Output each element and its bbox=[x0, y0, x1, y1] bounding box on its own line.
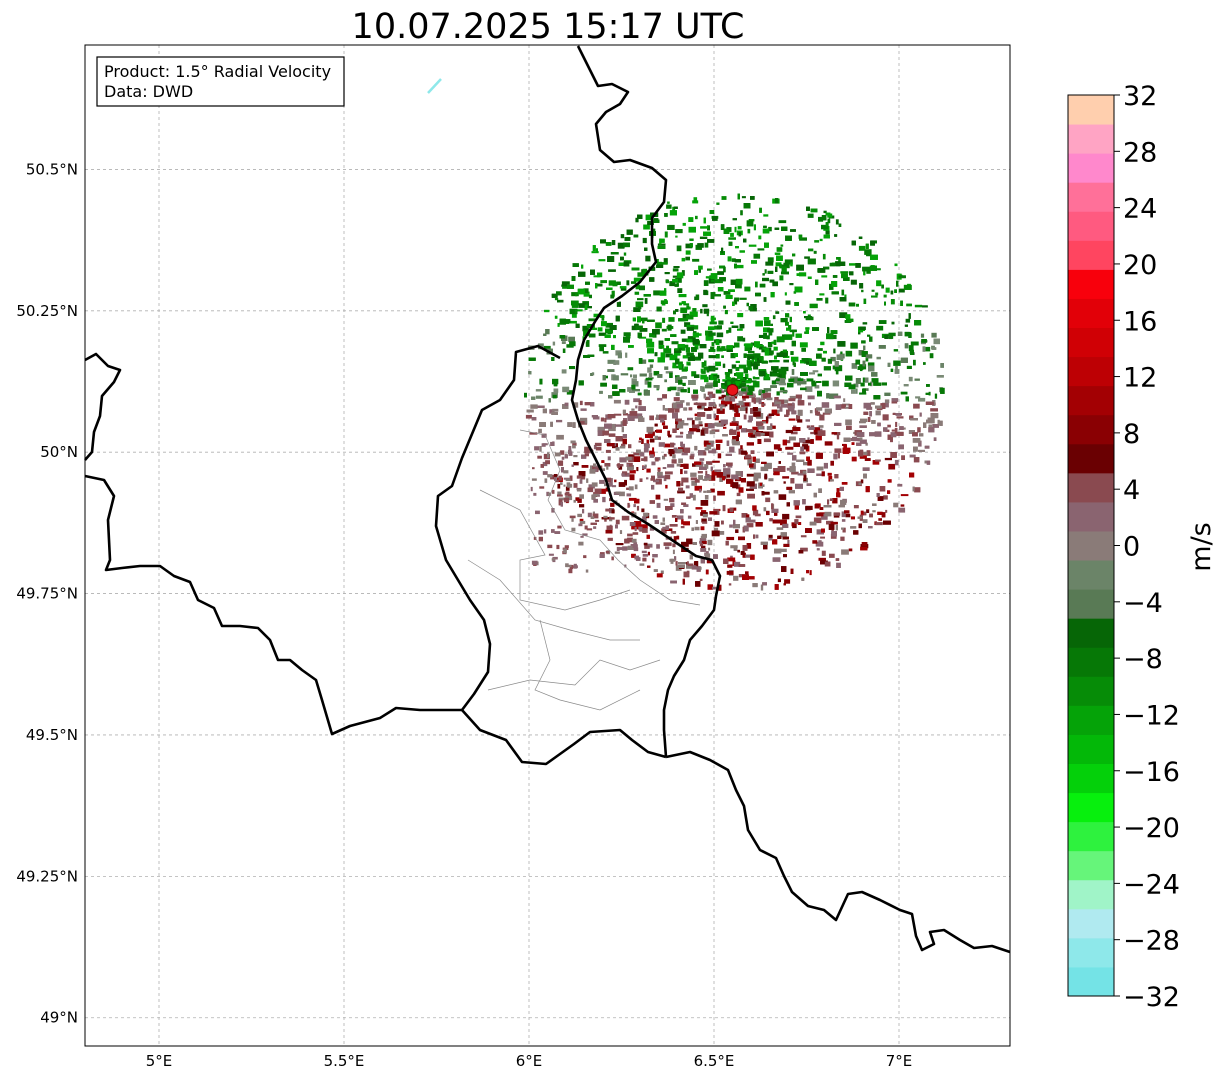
colorbar-segment bbox=[1068, 589, 1114, 619]
map-frame bbox=[84, 44, 1011, 1047]
colorbar-tick-label: 28 bbox=[1123, 137, 1157, 168]
lat-tick-label: 49.5°N bbox=[26, 726, 78, 744]
colorbar-segment bbox=[1068, 298, 1114, 329]
lat-tick-label: 50°N bbox=[40, 443, 78, 461]
colorbar-tick-label: −20 bbox=[1123, 813, 1180, 844]
colorbar-segment bbox=[1068, 95, 1114, 125]
colorbar-segment bbox=[1068, 356, 1114, 387]
colorbar-segment bbox=[1068, 821, 1114, 852]
colorbar-tick-label: −4 bbox=[1123, 588, 1163, 619]
colorbar-segment bbox=[1068, 966, 1114, 997]
colorbar-segment bbox=[1068, 618, 1114, 648]
colorbar-tick-label: −12 bbox=[1123, 700, 1180, 731]
info-product-text: Product: 1.5° Radial Velocity bbox=[104, 62, 331, 81]
colorbar-label: m/s bbox=[1186, 522, 1217, 571]
colorbar-segment bbox=[1068, 530, 1114, 561]
radar-site-marker bbox=[726, 383, 739, 396]
colorbar-tick-label: −8 bbox=[1123, 644, 1163, 675]
colorbar-tick-label: 0 bbox=[1123, 532, 1140, 563]
luxembourg-canton-borders bbox=[467, 429, 701, 711]
lat-tick-label: 49.75°N bbox=[16, 585, 78, 603]
colorbar-segment bbox=[1068, 937, 1114, 968]
colorbar-segment bbox=[1068, 124, 1114, 154]
info-box-frame bbox=[96, 56, 345, 107]
longitude-tick-labels: 5°E 5.5°E 6°E 6.5°E 7°E bbox=[146, 1052, 913, 1070]
info-data-text: Data: DWD bbox=[104, 82, 193, 101]
colorbar-tick-label: 8 bbox=[1123, 419, 1140, 450]
germany-france-border bbox=[665, 750, 1011, 954]
colorbar-tick-label: −16 bbox=[1123, 757, 1180, 788]
colorbar-tick-label: 20 bbox=[1123, 250, 1157, 281]
lon-tick-label: 6.5°E bbox=[694, 1052, 735, 1070]
lon-tick-label: 5°E bbox=[146, 1052, 173, 1070]
belgium-france-nw-border bbox=[84, 352, 122, 461]
colorbar-segment bbox=[1068, 850, 1114, 881]
colorbar-segment bbox=[1068, 327, 1114, 358]
colorbar-segment bbox=[1068, 182, 1114, 212]
colorbar-segment bbox=[1068, 501, 1114, 532]
lon-tick-label: 5.5°E bbox=[324, 1052, 365, 1070]
lat-tick-label: 49°N bbox=[40, 1009, 78, 1027]
colorbar-segment bbox=[1068, 763, 1114, 794]
colorbar-segment bbox=[1068, 879, 1114, 910]
lat-tick-label: 50.25°N bbox=[16, 302, 78, 320]
colorbar: 32 28 24 20 16 12 8 4 0 −4 −8 −12 −16 −20 −24 −28 −32 m/… bbox=[1067, 81, 1217, 1013]
lat-tick-label: 49.25°N bbox=[16, 867, 78, 885]
colorbar-segment bbox=[1068, 153, 1114, 183]
france-border bbox=[84, 474, 462, 736]
colorbar-segment bbox=[1068, 560, 1114, 590]
colorbar-tick-label: 12 bbox=[1123, 363, 1157, 394]
luxembourg-west-border bbox=[434, 344, 667, 766]
belgium-germany-luxembourg-border bbox=[570, 45, 722, 758]
colorbar-tick-label: −28 bbox=[1123, 926, 1180, 957]
colorbar-tick-label: 32 bbox=[1123, 81, 1157, 112]
colorbar-segment bbox=[1068, 676, 1114, 706]
map-panel: Product: 1.5° Radial Velocity Data: DWD … bbox=[16, 44, 1011, 1070]
colorbar-tick-label: −32 bbox=[1123, 982, 1180, 1013]
colorbar-segment bbox=[1068, 647, 1114, 677]
colorbar-segment bbox=[1068, 734, 1114, 764]
colorbar-segment bbox=[1068, 443, 1114, 474]
colorbar-segment bbox=[1068, 705, 1114, 735]
colorbar-segment bbox=[1068, 792, 1114, 823]
colorbar-segment bbox=[1068, 211, 1114, 241]
colorbar-tick-label: 16 bbox=[1123, 306, 1157, 337]
colorbar-tick-labels: 32 28 24 20 16 12 8 4 0 −4 −8 −12 −16 −20 −24 −28 −32 bbox=[1114, 81, 1180, 1013]
colorbar-tick-label: −24 bbox=[1123, 869, 1180, 900]
colorbar-segment bbox=[1068, 908, 1114, 939]
colorbar-tick-label: 24 bbox=[1123, 194, 1157, 225]
figure-title: 10.07.2025 15:17 UTC bbox=[352, 7, 745, 47]
colorbar-segment bbox=[1068, 240, 1114, 270]
latitude-tick-labels: 49°N 49.25°N 49.5°N 49.75°N 50°N 50.25°N 50.5°… bbox=[16, 160, 78, 1026]
colorbar-segment bbox=[1068, 269, 1114, 299]
lat-tick-label: 50.5°N bbox=[26, 160, 78, 178]
info-box: Product: 1.5° Radial Velocity Data: DWD bbox=[96, 56, 345, 107]
colorbar-segment bbox=[1068, 472, 1114, 503]
country-borders bbox=[84, 45, 1011, 954]
colorbar-segment bbox=[1068, 385, 1114, 416]
lon-tick-label: 6°E bbox=[516, 1052, 543, 1070]
lon-tick-label: 7°E bbox=[886, 1052, 913, 1070]
colorbar-tick-label: 4 bbox=[1123, 475, 1140, 506]
colorbar-segments bbox=[1068, 95, 1114, 997]
colorbar-segment bbox=[1068, 414, 1114, 445]
